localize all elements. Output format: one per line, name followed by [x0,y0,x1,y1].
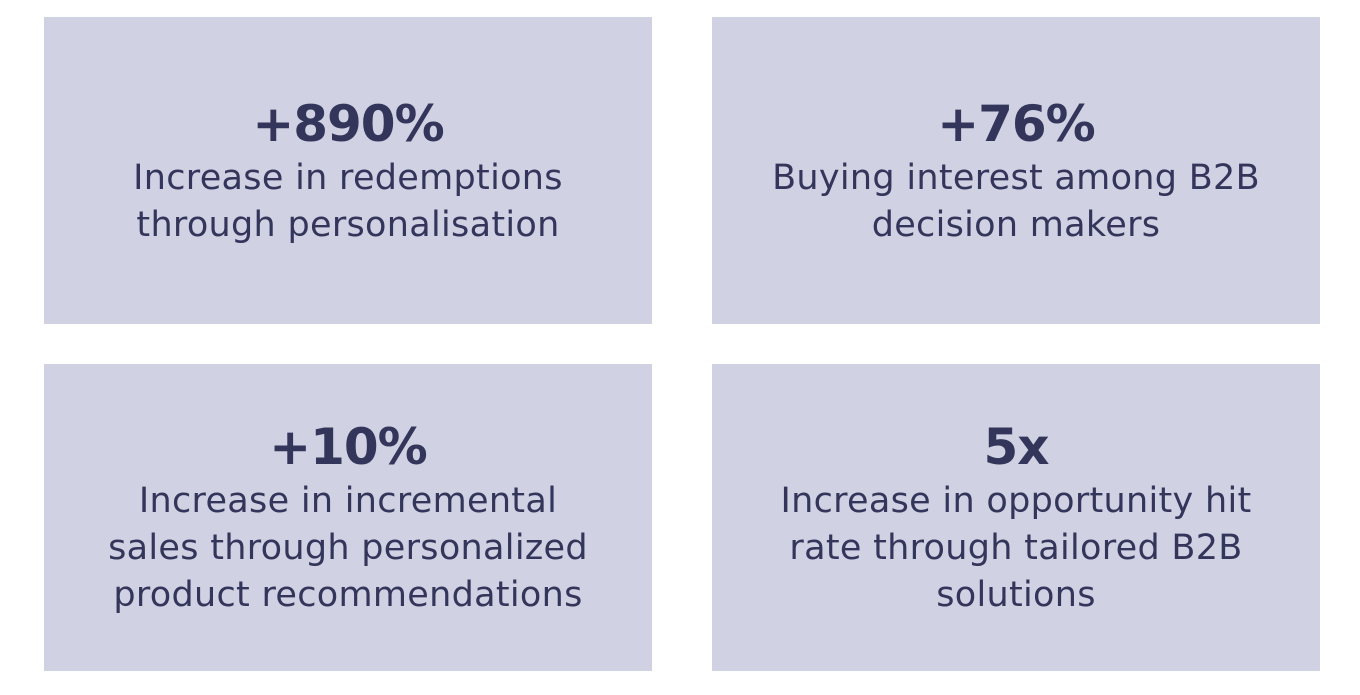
stat-caption: Increase in opportunity hit [780,481,1252,521]
stat-caption: Buying interest among B2B [772,157,1260,198]
stat-value: 5x [983,418,1049,476]
stat-card: +10% Increase in incremental sales through… [44,364,652,671]
stat-value: +10% [269,418,428,476]
stat-value: +76% [937,94,1096,153]
stat-card: +890% Increase in redemptions through pers… [44,17,652,324]
stat-card: +76% Buying interest among B2B decision ma… [712,17,1320,324]
stat-caption: solutions [936,575,1096,615]
stat-card: 5x Increase in opportunity hit rate throug… [712,364,1320,671]
stat-caption: sales through personalized [108,528,588,568]
stat-caption: rate through tailored B2B [789,528,1243,568]
stat-caption: product recommendations [113,575,583,615]
stat-caption: Increase in redemptions [133,157,563,198]
stat-caption: decision makers [871,204,1161,245]
stat-caption: through personalisation [136,204,560,245]
stat-value: +890% [252,94,444,153]
stat-caption: Increase in incremental [138,481,558,521]
